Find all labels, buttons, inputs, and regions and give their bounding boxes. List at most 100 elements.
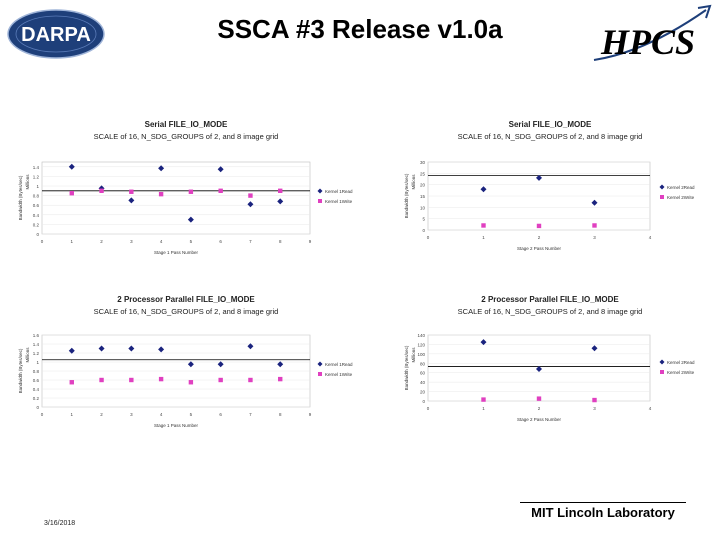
x-tick-label: 0 bbox=[41, 412, 44, 417]
x-tick-label: 6 bbox=[219, 412, 222, 417]
legend-marker bbox=[318, 199, 322, 203]
data-point-write bbox=[481, 223, 486, 228]
x-tick-label: 1 bbox=[71, 239, 74, 244]
x-tick-label: 3 bbox=[593, 235, 596, 240]
x-axis-label: Stage 2 Pass Number bbox=[517, 246, 562, 251]
x-tick-label: 7 bbox=[249, 239, 252, 244]
data-point-write bbox=[158, 191, 164, 197]
svg-text:HPCS: HPCS bbox=[600, 22, 695, 62]
data-point-write bbox=[188, 380, 194, 385]
data-point-write bbox=[536, 396, 542, 401]
data-point-read bbox=[187, 361, 194, 368]
legend-label: Kernel 1Write bbox=[325, 372, 353, 377]
data-point-read bbox=[480, 339, 487, 346]
legend-marker bbox=[659, 184, 665, 190]
x-tick-label: 0 bbox=[41, 239, 44, 244]
y-tick-label: 140 bbox=[417, 333, 425, 338]
x-tick-label: 1 bbox=[482, 235, 485, 240]
y-axis-unit-label: Millions bbox=[411, 174, 416, 190]
y-tick-label: 1 bbox=[36, 184, 39, 189]
data-point-read bbox=[158, 346, 165, 353]
data-point-read bbox=[247, 343, 254, 350]
y-tick-label: 80 bbox=[420, 361, 426, 366]
y-tick-label: 0.2 bbox=[33, 396, 40, 401]
data-point-write bbox=[129, 377, 134, 383]
legend-marker bbox=[660, 195, 664, 199]
chart-title: 2 Processor Parallel FILE_IO_MODE bbox=[117, 295, 255, 304]
data-point-read bbox=[217, 361, 224, 368]
y-axis-unit-label: Millions bbox=[25, 347, 30, 363]
legend-label: Kernel 2Write bbox=[667, 195, 695, 200]
footer-organization: MIT Lincoln Laboratory bbox=[520, 502, 686, 520]
data-point-read bbox=[247, 201, 254, 208]
x-tick-label: 0 bbox=[427, 406, 430, 411]
y-tick-label: 40 bbox=[420, 380, 426, 385]
y-tick-label: 60 bbox=[420, 371, 426, 376]
data-point-read bbox=[187, 216, 194, 223]
x-tick-label: 3 bbox=[593, 406, 596, 411]
darpa-logo: DARPA bbox=[6, 8, 106, 65]
y-axis-label: Bandwidth (Bytes/sec) bbox=[404, 173, 409, 218]
y-tick-label: 0 bbox=[422, 228, 425, 233]
footer-date: 3/16/2018 bbox=[44, 520, 76, 527]
data-point-read bbox=[128, 345, 135, 352]
x-tick-label: 2 bbox=[100, 239, 103, 244]
legend-label: Kernel 2Read bbox=[667, 360, 695, 365]
x-tick-label: 5 bbox=[190, 239, 193, 244]
data-point-write bbox=[69, 191, 74, 196]
x-tick-label: 3 bbox=[130, 412, 133, 417]
chart-title: Serial FILE_IO_MODE bbox=[509, 120, 592, 129]
x-tick-label: 4 bbox=[649, 235, 652, 240]
data-point-write bbox=[188, 189, 194, 194]
y-tick-label: 1.6 bbox=[33, 333, 40, 338]
y-tick-label: 0.4 bbox=[33, 387, 40, 392]
y-tick-label: 0 bbox=[422, 399, 425, 404]
data-point-read bbox=[128, 197, 135, 204]
y-tick-label: 20 bbox=[420, 390, 426, 395]
data-point-write bbox=[129, 189, 134, 194]
y-axis-label: Bandwidth (Bytes/sec) bbox=[18, 175, 23, 220]
slide-title: SSCA #3 Release v1.0a bbox=[217, 14, 503, 44]
y-tick-label: 20 bbox=[420, 183, 426, 188]
chart-subtitle: SCALE of 16, N_SDG_GROUPS of 2, and 8 im… bbox=[94, 132, 279, 141]
y-tick-label: 0 bbox=[36, 232, 39, 237]
data-point-write bbox=[218, 188, 223, 193]
x-tick-label: 1 bbox=[71, 412, 74, 417]
data-point-write bbox=[248, 193, 253, 198]
data-point-read bbox=[68, 163, 75, 170]
x-tick-label: 4 bbox=[160, 412, 163, 417]
y-tick-label: 0.2 bbox=[33, 222, 40, 227]
data-point-write bbox=[481, 397, 486, 402]
data-point-write bbox=[248, 377, 253, 383]
data-point-write bbox=[278, 188, 283, 193]
legend-label: Kernel 1Read bbox=[325, 189, 353, 194]
data-point-write bbox=[592, 397, 597, 403]
y-tick-label: 1 bbox=[36, 360, 39, 365]
data-point-read bbox=[98, 345, 105, 352]
x-tick-label: 7 bbox=[249, 412, 252, 417]
y-tick-label: 0.6 bbox=[33, 203, 40, 208]
x-tick-label: 6 bbox=[219, 239, 222, 244]
chart-parallel-stage2: 2 Processor Parallel FILE_IO_MODE SCALE o… bbox=[404, 295, 695, 422]
x-tick-label: 4 bbox=[649, 406, 652, 411]
y-tick-label: 100 bbox=[417, 352, 425, 357]
x-tick-label: 1 bbox=[482, 406, 485, 411]
y-tick-label: 1.4 bbox=[33, 342, 40, 347]
chart-serial-stage1: Serial FILE_IO_MODE SCALE of 16, N_SDG_GR… bbox=[18, 120, 353, 255]
x-tick-label: 9 bbox=[309, 239, 312, 244]
chart-serial-stage2: Serial FILE_IO_MODE SCALE of 16, N_SDG_GR… bbox=[404, 120, 695, 251]
x-axis-label: Stage 1 Pass Number bbox=[154, 423, 199, 428]
data-point-read bbox=[480, 186, 487, 193]
data-point-read bbox=[536, 365, 542, 372]
plot-area bbox=[41, 161, 311, 235]
y-tick-label: 0.4 bbox=[33, 213, 40, 218]
legend-label: Kernel 2Read bbox=[667, 185, 695, 190]
legend-label: Kernel 1Write bbox=[325, 199, 353, 204]
data-point-read bbox=[591, 345, 598, 352]
legend-marker bbox=[659, 359, 665, 365]
y-axis-unit-label: Millions bbox=[25, 174, 30, 190]
data-point-write bbox=[536, 223, 542, 229]
y-tick-label: 0.8 bbox=[33, 194, 40, 199]
legend-label: Kernel 1Read bbox=[325, 362, 353, 367]
x-tick-label: 5 bbox=[190, 412, 193, 417]
